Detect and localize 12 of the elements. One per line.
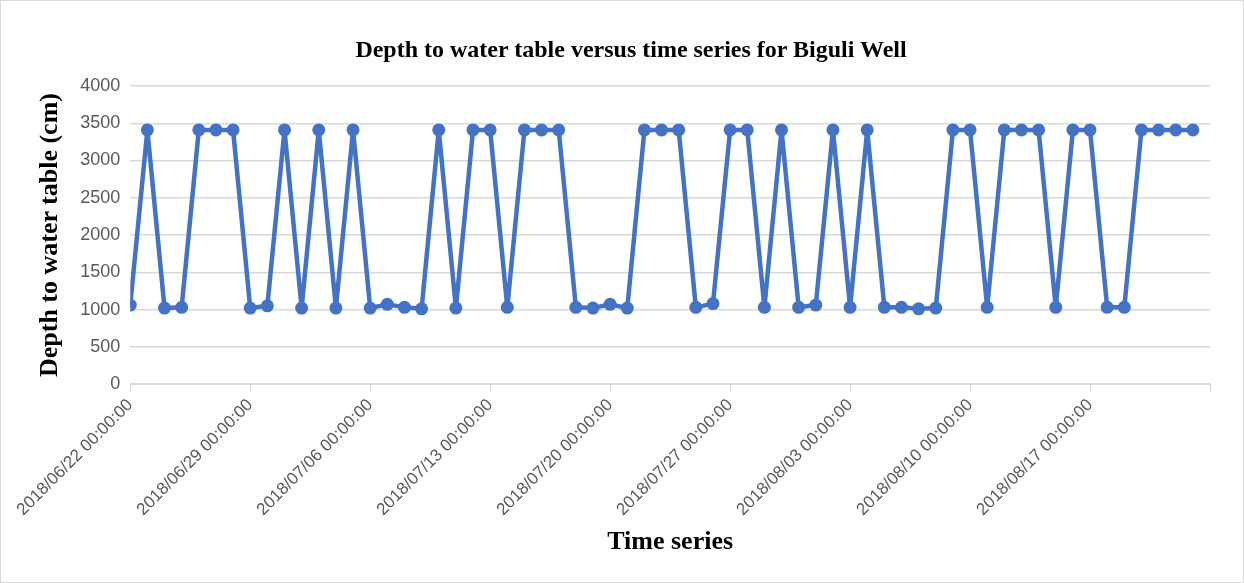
y-axis-title: Depth to water table (cm) [34,93,64,378]
y-tick-label: 3500 [80,112,121,133]
y-tick-label: 2000 [80,224,121,245]
chart-title: Depth to water table versus time series for Biguli Well [355,36,907,63]
y-tick-label: 3000 [80,149,121,170]
x-axis-title: Time series [607,526,734,556]
y-tick-label: 1500 [80,261,121,282]
y-tick-label: 4000 [80,74,121,95]
y-tick-label: 500 [90,335,121,356]
y-tick-label: 0 [110,373,121,394]
y-tick-label: 1000 [80,298,121,319]
y-tick-label: 2500 [80,186,121,207]
